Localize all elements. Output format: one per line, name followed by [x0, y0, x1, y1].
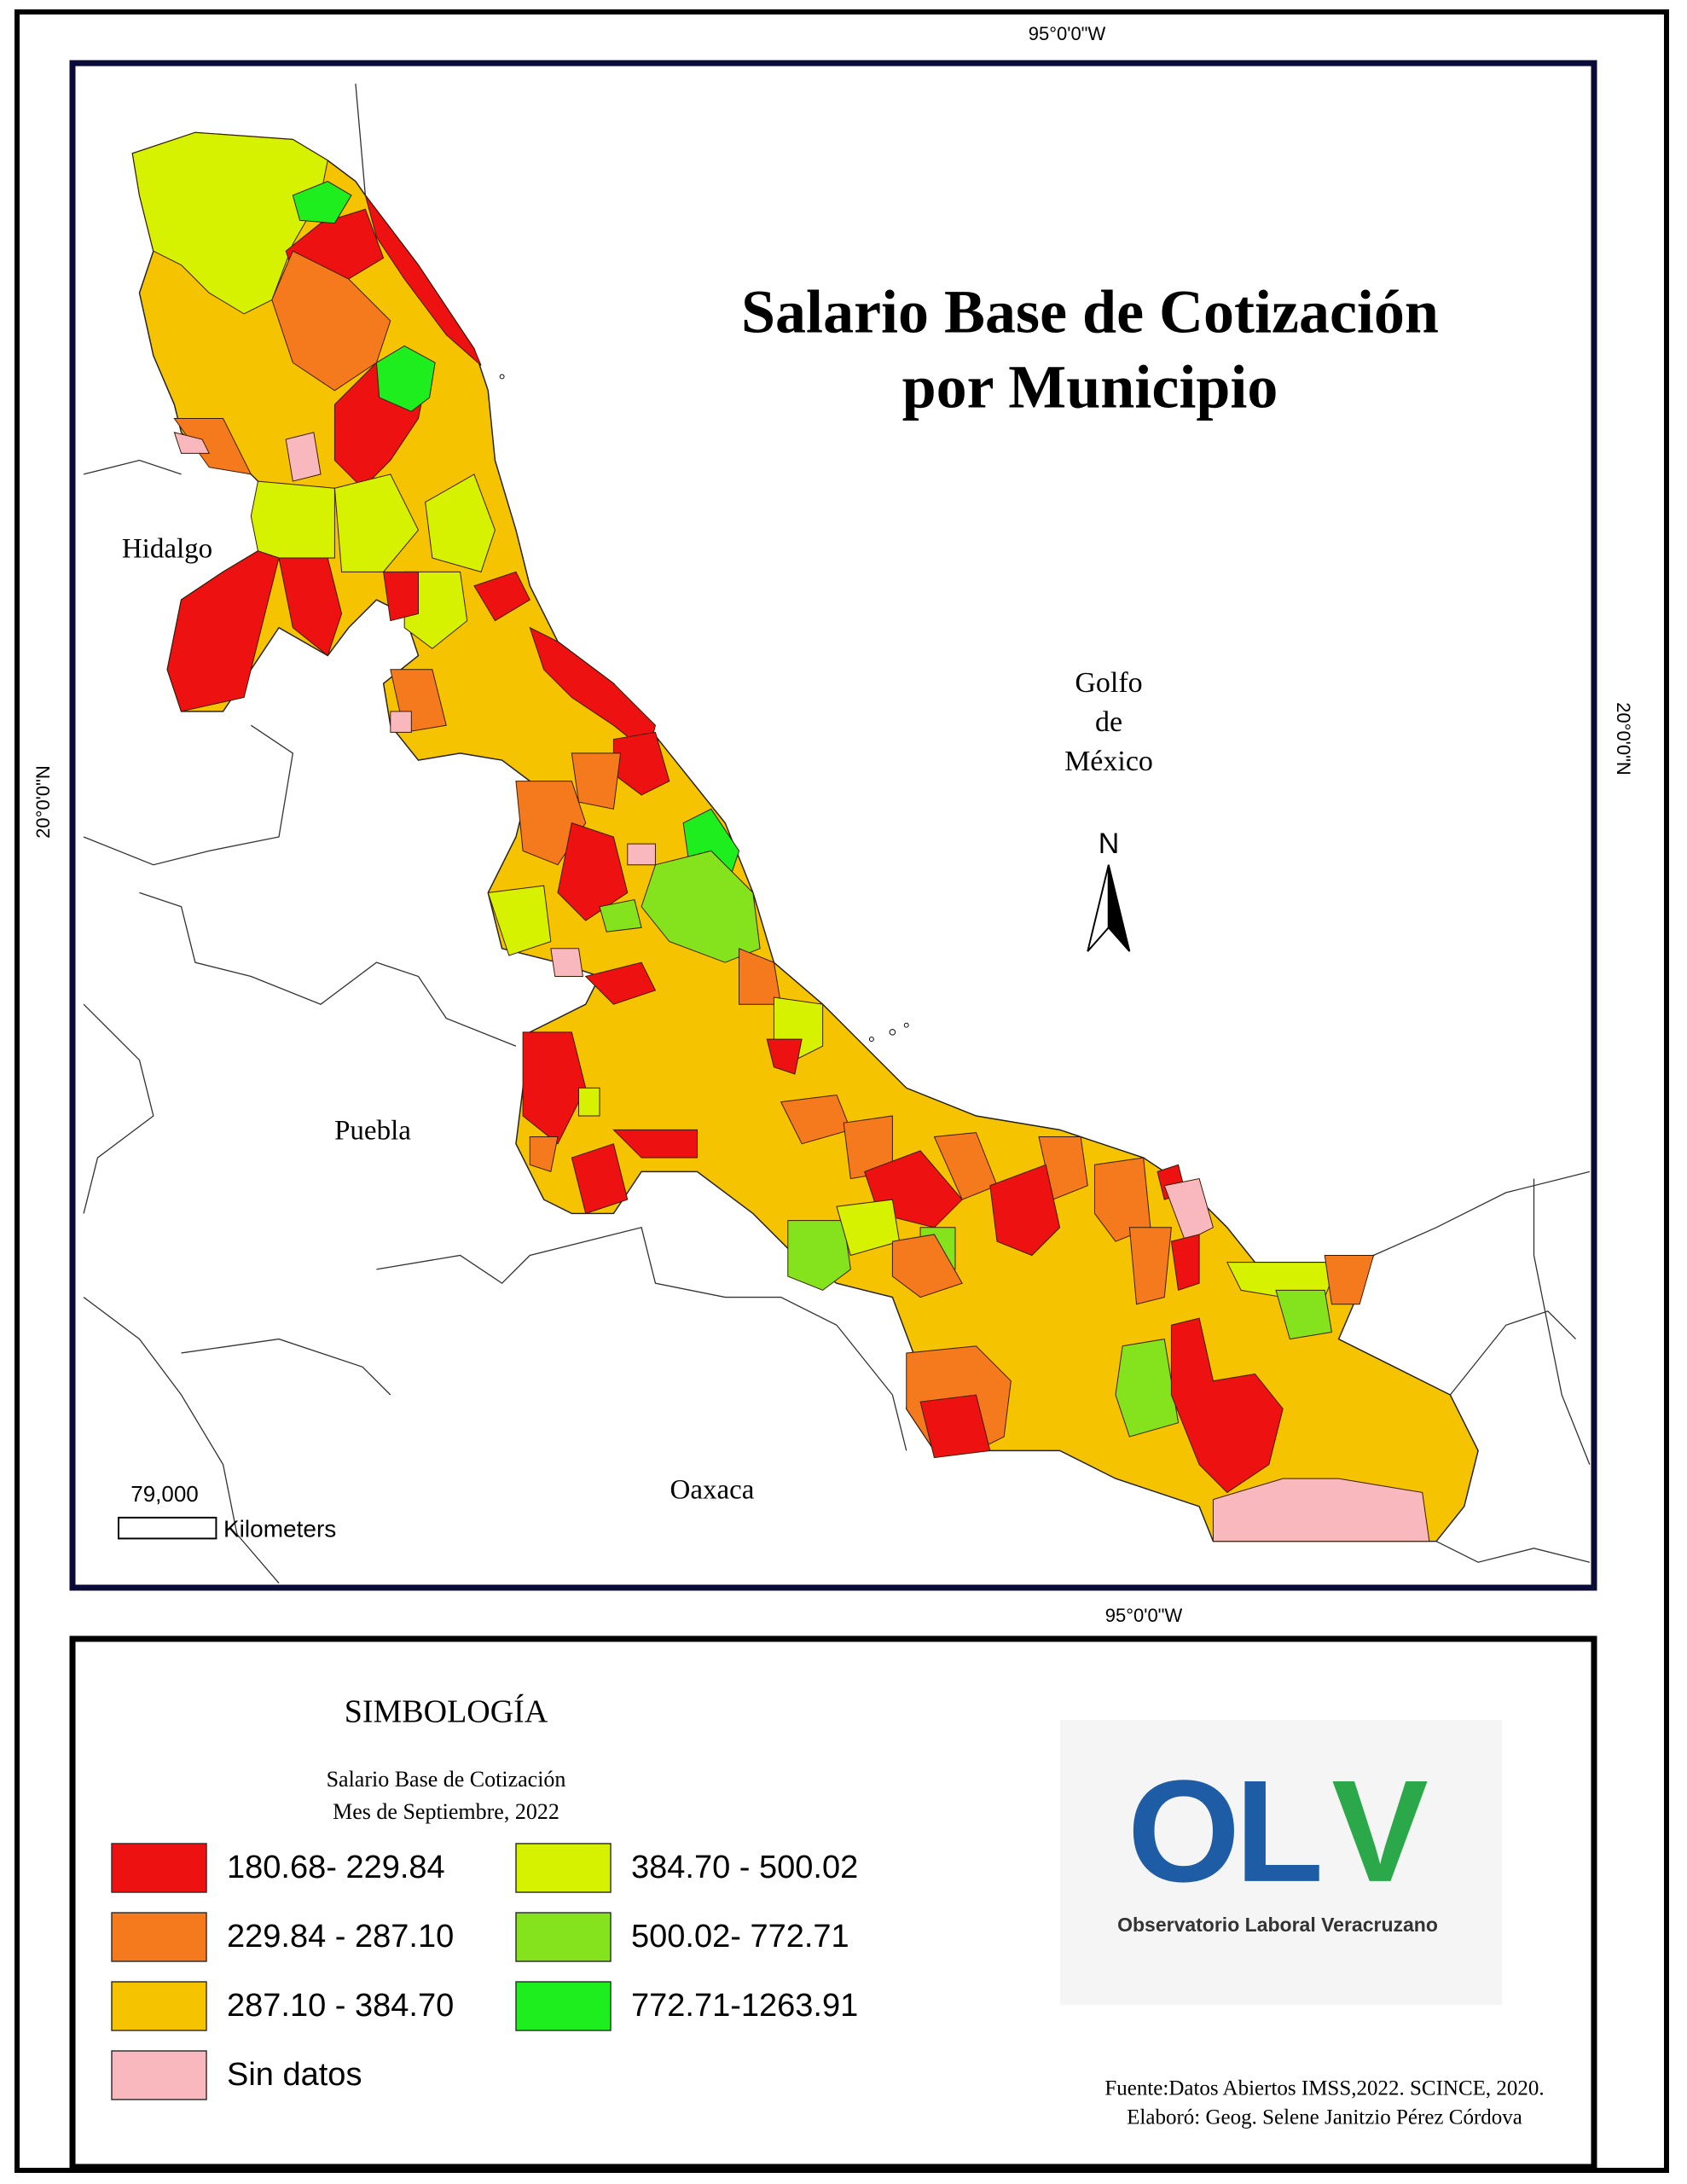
municipality — [173, 432, 211, 454]
legend-swatch — [111, 2050, 207, 2100]
municipality — [1324, 1255, 1375, 1305]
logo-letter: O — [1128, 1751, 1240, 1913]
scale-unit: Kilometers — [223, 1515, 336, 1542]
north-arrow — [1087, 864, 1131, 952]
legend-swatch — [515, 1981, 612, 2031]
outer-border — [14, 9, 1669, 2173]
state-label: Hidalgo — [122, 534, 212, 565]
logo-box — [1060, 1720, 1502, 2005]
municipality — [271, 250, 391, 392]
municipality — [599, 899, 642, 932]
municipality — [571, 752, 622, 810]
municipality — [375, 345, 436, 412]
municipality — [1128, 1227, 1172, 1305]
neighbor-borders — [83, 84, 1591, 1584]
municipality — [627, 843, 656, 866]
municipality — [529, 1136, 559, 1173]
municipality — [1115, 1339, 1180, 1438]
legend-swatch — [111, 1843, 207, 1893]
municipality — [487, 885, 552, 956]
municipality — [612, 1129, 698, 1159]
municipality — [584, 961, 657, 1005]
municipality — [766, 1038, 803, 1075]
legend-label: 500.02- 772.71 — [631, 1919, 849, 1955]
legend-swatch — [111, 1981, 207, 2031]
municipality — [278, 557, 343, 657]
state-label: Oaxaca — [670, 1475, 755, 1506]
legend-subtitle: Salario Base de Cotización — [327, 1767, 566, 1792]
source-line: Fuente:Datos Abiertos IMSS,2022. SCINCE,… — [1104, 2077, 1544, 2100]
municipality — [333, 473, 420, 572]
municipality — [891, 1234, 963, 1298]
municipality — [473, 571, 530, 622]
municipality — [425, 473, 496, 572]
municipality — [1275, 1289, 1332, 1340]
coord-right: 20°0'0"N — [1613, 702, 1634, 775]
municipality — [571, 1143, 629, 1215]
title-line: por Municipio — [902, 353, 1278, 421]
scale-label: 79,000 — [130, 1481, 199, 1507]
legend-label: 287.10 - 384.70 — [227, 1988, 454, 2024]
legend-label: Sin datos — [227, 2057, 362, 2093]
municipality — [578, 1087, 600, 1117]
municipality — [250, 480, 335, 559]
municipality — [166, 550, 280, 712]
municipality — [403, 571, 468, 649]
legend-swatch — [515, 1912, 612, 1962]
logo-letter: L — [1235, 1751, 1324, 1913]
coord-top: 95°0'0"W — [1029, 23, 1106, 44]
legend-label: 180.68- 229.84 — [227, 1850, 445, 1885]
gulf-label: de — [1095, 706, 1122, 738]
legend-title: SIMBOLOGÍA — [345, 1694, 548, 1730]
logo-letter: V — [1331, 1751, 1428, 1913]
municipality — [550, 948, 583, 977]
municipality — [989, 1164, 1061, 1257]
municipality — [390, 711, 412, 733]
municipality — [1170, 1317, 1284, 1494]
map — [83, 84, 1591, 1584]
north-label: N — [1099, 828, 1120, 860]
municipality — [1212, 1478, 1430, 1542]
legend-label: 229.84 - 287.10 — [227, 1919, 454, 1955]
source-line: Elaboró: Geog. Selene Janitzio Pérez Cór… — [1127, 2106, 1522, 2129]
municipality — [522, 1031, 587, 1145]
municipality — [787, 1220, 851, 1291]
scale-bar — [117, 1516, 217, 1540]
logo-name: Observatorio Laboral Veracruzano — [1117, 1914, 1438, 1936]
gulf-label: Golfo — [1075, 667, 1142, 699]
legend-subtitle: Mes de Septiembre, 2022 — [333, 1799, 559, 1824]
municipality — [383, 571, 419, 622]
municipality — [292, 181, 352, 224]
municipalities — [131, 131, 1430, 1542]
legend-label: 772.71-1263.91 — [631, 1988, 858, 2024]
legend-items: 180.68- 229.84 229.84 - 287.10 287.10 - 38… — [111, 1843, 858, 2100]
legend-swatch — [111, 1912, 207, 1962]
title-line: Salario Base de Cotización — [741, 278, 1439, 346]
municipality — [919, 1394, 991, 1459]
gulf-label: México — [1064, 746, 1153, 777]
coord-bottom: 95°0'0"W — [1105, 1605, 1183, 1626]
legend-label: 384.70 - 500.02 — [631, 1850, 858, 1885]
legend-swatch — [515, 1843, 612, 1893]
municipality — [285, 432, 322, 482]
coord-left: 20°0'0"N — [32, 765, 54, 839]
municipality — [1170, 1234, 1200, 1292]
municipality — [364, 195, 482, 366]
municipality — [1163, 1178, 1215, 1242]
state-label: Puebla — [334, 1116, 411, 1147]
